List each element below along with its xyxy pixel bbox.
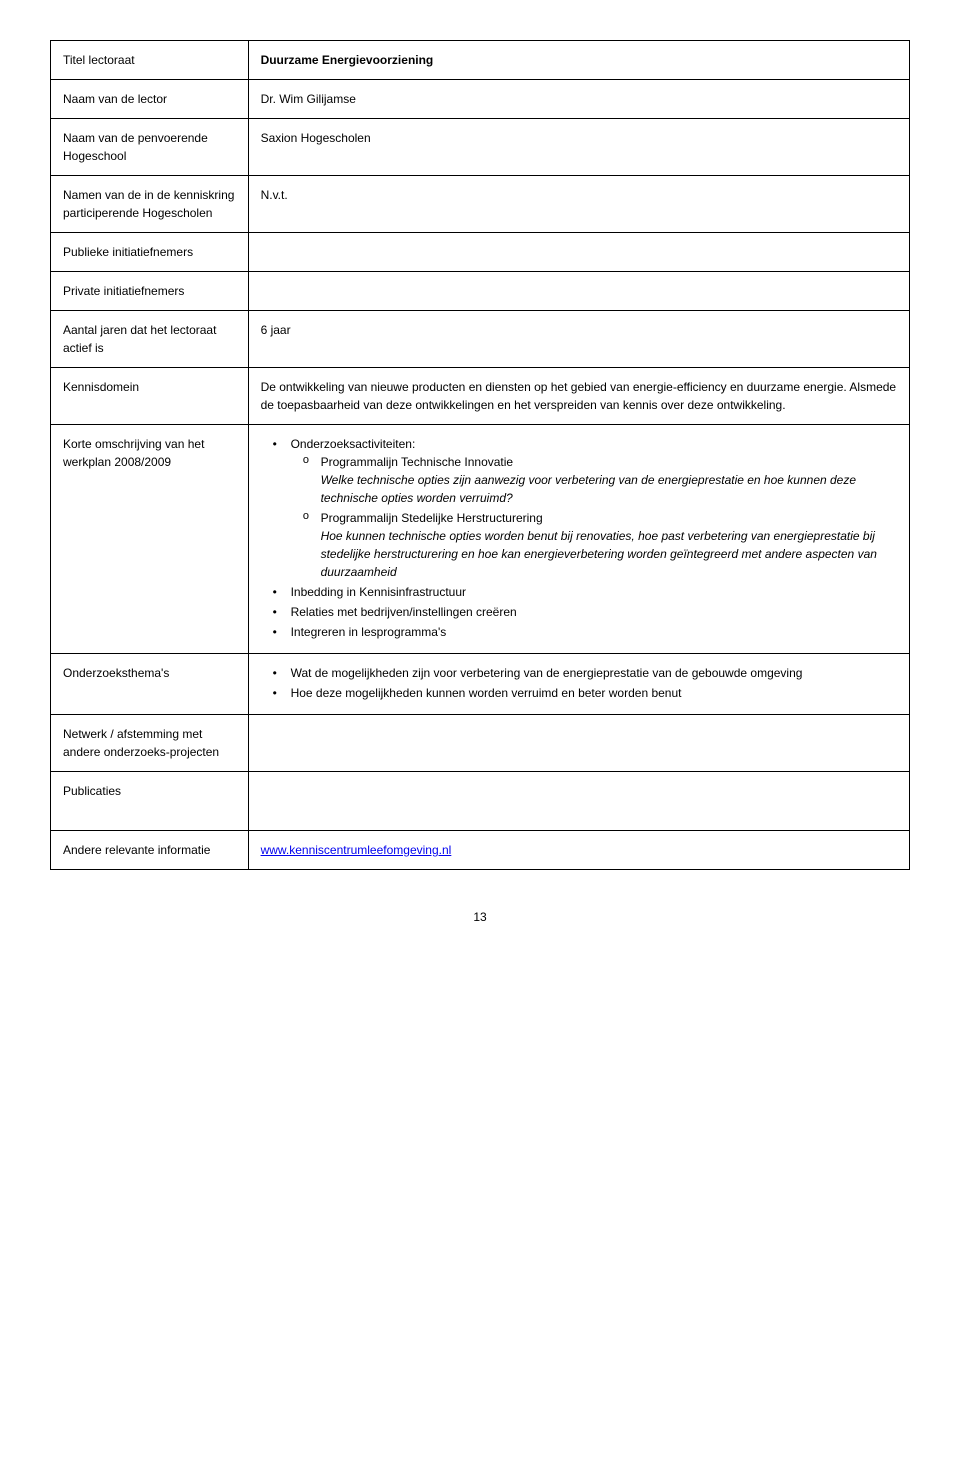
row-label: Naam van de penvoerende Hogeschool xyxy=(51,119,249,176)
table-row: Namen van de in de kenniskring participe… xyxy=(51,176,910,233)
row-content: Duurzame Energievoorziening xyxy=(248,41,909,80)
row-content xyxy=(248,715,909,772)
row-label: Aantal jaren dat het lectoraat actief is xyxy=(51,311,249,368)
row-label: Korte omschrijving van het werkplan 2008… xyxy=(51,425,249,654)
prog2-label: Programmalijn Stedelijke Herstructurerin… xyxy=(321,511,543,525)
row-label: Namen van de in de kenniskring participe… xyxy=(51,176,249,233)
sub-list: Programmalijn Technische Innovatie Welke… xyxy=(291,453,897,581)
prog1-desc: Welke technische opties zijn aanwezig vo… xyxy=(321,473,856,505)
list-item: Onderzoeksactiviteiten: Programmalijn Te… xyxy=(291,435,897,581)
table-row-andere-info: Andere relevante informatie www.kennisce… xyxy=(51,831,910,870)
onderzoeksthemas-list: Wat de mogelijkheden zijn voor verbeteri… xyxy=(261,664,897,702)
list-item: Programmalijn Technische Innovatie Welke… xyxy=(321,453,897,507)
table-row: Naam van de lector Dr. Wim Gilijamse xyxy=(51,80,910,119)
row-content: De ontwikkeling van nieuwe producten en … xyxy=(248,368,909,425)
row-label: Netwerk / afstemming met andere onderzoe… xyxy=(51,715,249,772)
list-item: Programmalijn Stedelijke Herstructurerin… xyxy=(321,509,897,581)
row-label: Publieke initiatiefnemers xyxy=(51,233,249,272)
row-content: 6 jaar xyxy=(248,311,909,368)
table-row: Aantal jaren dat het lectoraat actief is… xyxy=(51,311,910,368)
row-content xyxy=(248,233,909,272)
row-label: Publicaties xyxy=(51,772,249,831)
table-row: Publieke initiatiefnemers xyxy=(51,233,910,272)
list-item: Wat de mogelijkheden zijn voor verbeteri… xyxy=(291,664,897,682)
list-item: Inbedding in Kennisinfrastructuur xyxy=(291,583,897,601)
table-row: Netwerk / afstemming met andere onderzoe… xyxy=(51,715,910,772)
page-number: 13 xyxy=(50,910,910,924)
onderzoek-label: Onderzoeksactiviteiten: xyxy=(291,437,416,451)
lectoraat-table: Titel lectoraat Duurzame Energievoorzien… xyxy=(50,40,910,870)
row-content: Wat de mogelijkheden zijn voor verbeteri… xyxy=(248,654,909,715)
row-label: Private initiatiefnemers xyxy=(51,272,249,311)
info-link[interactable]: www.kenniscentrumleefomgeving.nl xyxy=(261,843,452,857)
prog1-label: Programmalijn Technische Innovatie xyxy=(321,455,514,469)
row-label: Andere relevante informatie xyxy=(51,831,249,870)
prog2-desc: Hoe kunnen technische opties worden benu… xyxy=(321,529,877,579)
row-content: Saxion Hogescholen xyxy=(248,119,909,176)
row-content: Dr. Wim Gilijamse xyxy=(248,80,909,119)
row-label: Onderzoeksthema's xyxy=(51,654,249,715)
table-row: Naam van de penvoerende Hogeschool Saxio… xyxy=(51,119,910,176)
row-content: N.v.t. xyxy=(248,176,909,233)
werkplan-list: Onderzoeksactiviteiten: Programmalijn Te… xyxy=(261,435,897,641)
table-row: Kennisdomein De ontwikkeling van nieuwe … xyxy=(51,368,910,425)
list-item: Integreren in lesprogramma's xyxy=(291,623,897,641)
row-content: www.kenniscentrumleefomgeving.nl xyxy=(248,831,909,870)
row-content xyxy=(248,772,909,831)
table-row: Private initiatiefnemers xyxy=(51,272,910,311)
row-label: Titel lectoraat xyxy=(51,41,249,80)
table-row-werkplan: Korte omschrijving van het werkplan 2008… xyxy=(51,425,910,654)
row-content xyxy=(248,272,909,311)
list-item: Hoe deze mogelijkheden kunnen worden ver… xyxy=(291,684,897,702)
table-row: Publicaties xyxy=(51,772,910,831)
row-label: Kennisdomein xyxy=(51,368,249,425)
table-row-onderzoeksthemas: Onderzoeksthema's Wat de mogelijkheden z… xyxy=(51,654,910,715)
list-item: Relaties met bedrijven/instellingen creë… xyxy=(291,603,897,621)
table-row: Titel lectoraat Duurzame Energievoorzien… xyxy=(51,41,910,80)
row-content: Onderzoeksactiviteiten: Programmalijn Te… xyxy=(248,425,909,654)
row-label: Naam van de lector xyxy=(51,80,249,119)
